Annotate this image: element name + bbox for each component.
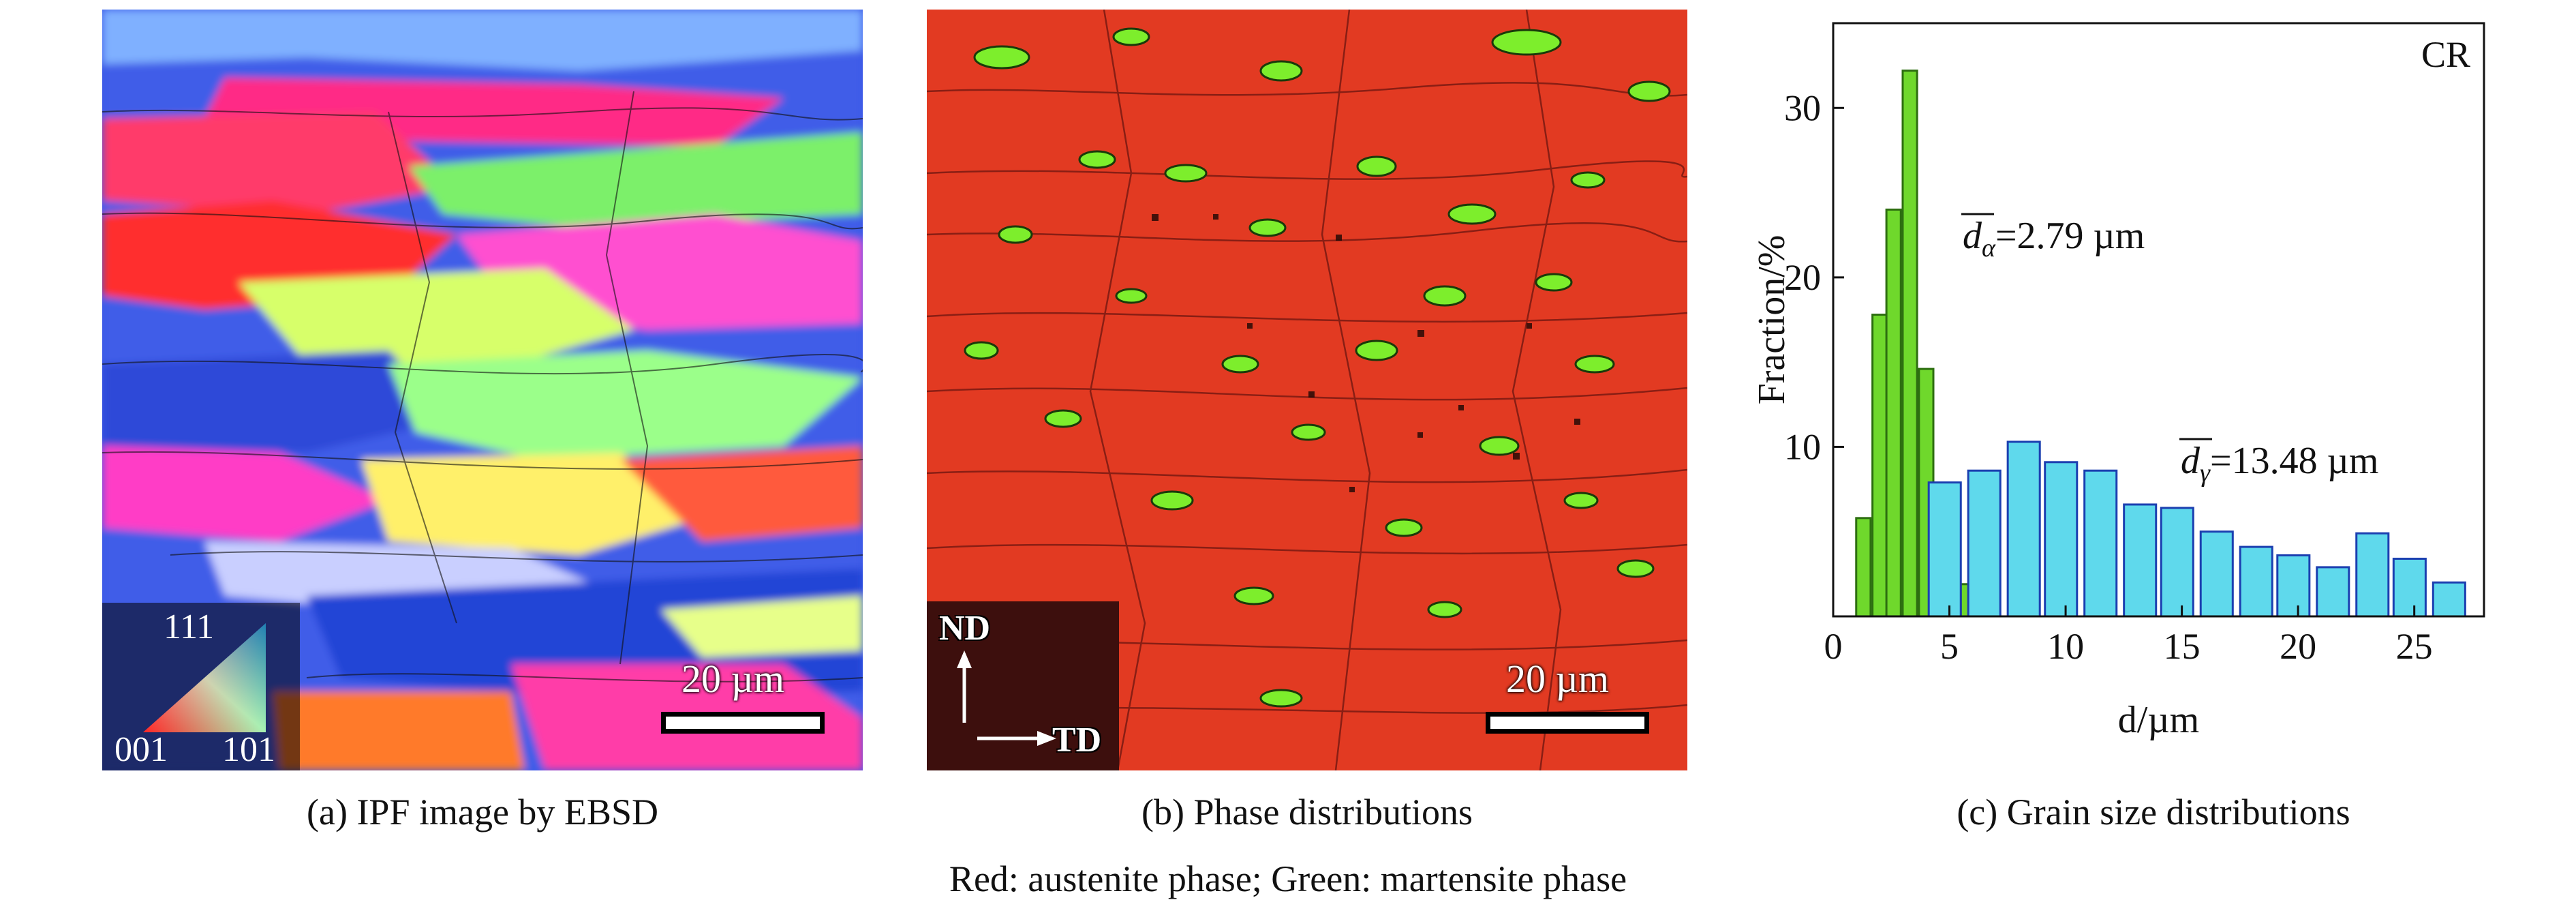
x-tick-label: 10 [2047, 626, 2084, 667]
ipf-key-111-label: 111 [164, 608, 215, 646]
phase-color-note: Red: austenite phase; Green: martensite … [949, 858, 1627, 899]
grain-size-chart: 0 5 10 15 20 25 10 20 30 d/µm Fraction/% CR dα=2.79 … [1745, 10, 2562, 770]
x-tick-label: 15 [2164, 626, 2201, 667]
td-axis-label: TD [1052, 721, 1102, 760]
bar-austenite [1927, 481, 1962, 618]
bar-austenite [1967, 469, 2002, 618]
y-tick-label: 10 [1784, 426, 1821, 467]
nd-arrow-icon [957, 650, 972, 723]
bar-austenite [2083, 469, 2118, 618]
ipf-map-texture [102, 10, 863, 770]
x-tick-label: 5 [1940, 626, 1959, 667]
bar-austenite [2432, 581, 2466, 618]
bar-austenite [2160, 507, 2194, 618]
bar-austenite [2006, 440, 2041, 618]
bar-austenite [2199, 530, 2234, 618]
ipf-color-key: 111 001 101 [102, 603, 300, 770]
ipf-map-image: 111 001 101 20 µm [102, 10, 863, 770]
ipf-key-101-label: 101 [222, 730, 275, 769]
phase-map-image: ND TD 20 µm [927, 10, 1687, 770]
bar-austenite [2355, 532, 2390, 618]
y-axis-label: Fraction/% [1751, 235, 1793, 405]
bar-austenite [2316, 566, 2350, 618]
caption-c: (c) Grain size distributions [1957, 792, 2350, 832]
bar-martensite [1855, 517, 1872, 618]
ipf-key-001-label: 001 [114, 730, 168, 769]
bar-austenite [2239, 545, 2273, 618]
x-axis-label: d/µm [2118, 699, 2199, 741]
y-tick-label: 30 [1784, 87, 1821, 128]
td-arrow-icon [977, 731, 1056, 746]
bar-austenite [2123, 503, 2158, 618]
bar-martensite [1901, 70, 1918, 618]
grain-size-chart-svg: 0 5 10 15 20 25 10 20 30 d/µm Fraction/% CR dα=2.79 … [1751, 22, 2485, 741]
scale-bar-b-line [1486, 712, 1649, 734]
ipf-color-triangle [143, 623, 266, 732]
caption-a: (a) IPF image by EBSD [307, 792, 658, 832]
chart-corner-label: CR [2421, 34, 2470, 75]
scale-bar-a-line [661, 712, 825, 734]
bar-austenite [2044, 461, 2079, 618]
orientation-inset: ND TD [927, 601, 1119, 770]
bar-martensite [1871, 314, 1888, 618]
caption-b: (b) Phase distributions [1141, 792, 1473, 832]
bar-austenite [2392, 557, 2427, 618]
series-annotation-austenite: dγ=13.48 µm [2181, 440, 2378, 487]
y-tick-label: 20 [1784, 257, 1821, 298]
plot-frame [1832, 22, 2485, 618]
series-annotation-martensite: dα=2.79 µm [1963, 215, 2145, 262]
x-tick-label: 0 [1824, 626, 1843, 667]
bar-austenite [2276, 554, 2311, 618]
scale-bar-b-label: 20 µm [1506, 657, 1610, 701]
nd-axis-label: ND [939, 609, 991, 648]
scale-bar-a-label: 20 µm [681, 657, 785, 701]
bar-martensite [1885, 208, 1902, 618]
x-tick-label: 20 [2280, 626, 2316, 667]
x-tick-label: 25 [2396, 626, 2433, 667]
